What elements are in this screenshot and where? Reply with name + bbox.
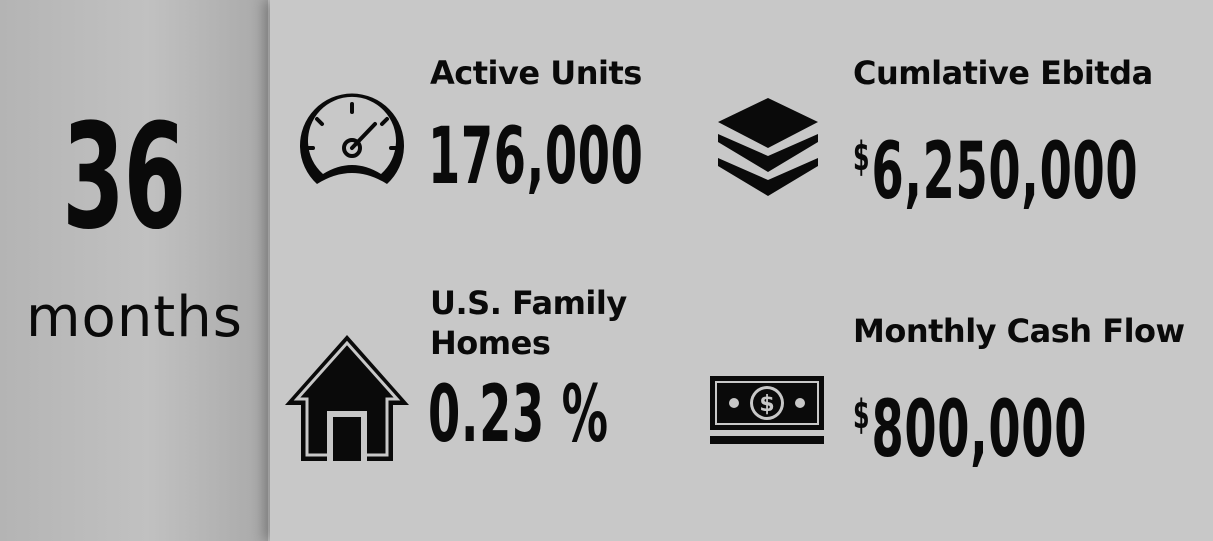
left-panel: 36 months — [0, 0, 268, 541]
metric-label-line2: Homes — [430, 324, 551, 362]
period-unit: months — [26, 285, 243, 350]
metric-value-active-units: 176,000 — [428, 112, 644, 202]
currency-symbol: $ — [853, 392, 871, 438]
metric-value-text: 176,000 — [428, 112, 644, 202]
metric-value-cash-flow: $800,000 — [853, 370, 1087, 475]
svg-text:$: $ — [759, 392, 774, 417]
layers-icon — [714, 94, 822, 204]
metric-label-ebitda: Cumlative Ebitda — [853, 54, 1153, 92]
metric-value-ebitda: $6,250,000 — [853, 112, 1138, 217]
metric-label-line1: U.S. Family — [430, 284, 627, 322]
cash-icon: $ — [708, 374, 826, 452]
metric-value-text: 6,250,000 — [871, 127, 1139, 217]
metric-label-cash-flow: Monthly Cash Flow — [853, 312, 1185, 350]
speedometer-icon — [295, 92, 409, 194]
house-icon — [283, 333, 411, 467]
metric-value-text: 0.23 % — [428, 370, 609, 460]
metrics-panel — [270, 0, 1213, 541]
metric-value-text: 800,000 — [871, 385, 1088, 475]
metric-label-active-units: Active Units — [430, 54, 642, 92]
period-number: 36 — [62, 93, 186, 262]
metric-label-family-homes: U.S. Family Homes — [430, 283, 627, 363]
metric-value-family-homes: 0.23 % — [428, 370, 609, 460]
currency-symbol: $ — [853, 134, 871, 180]
